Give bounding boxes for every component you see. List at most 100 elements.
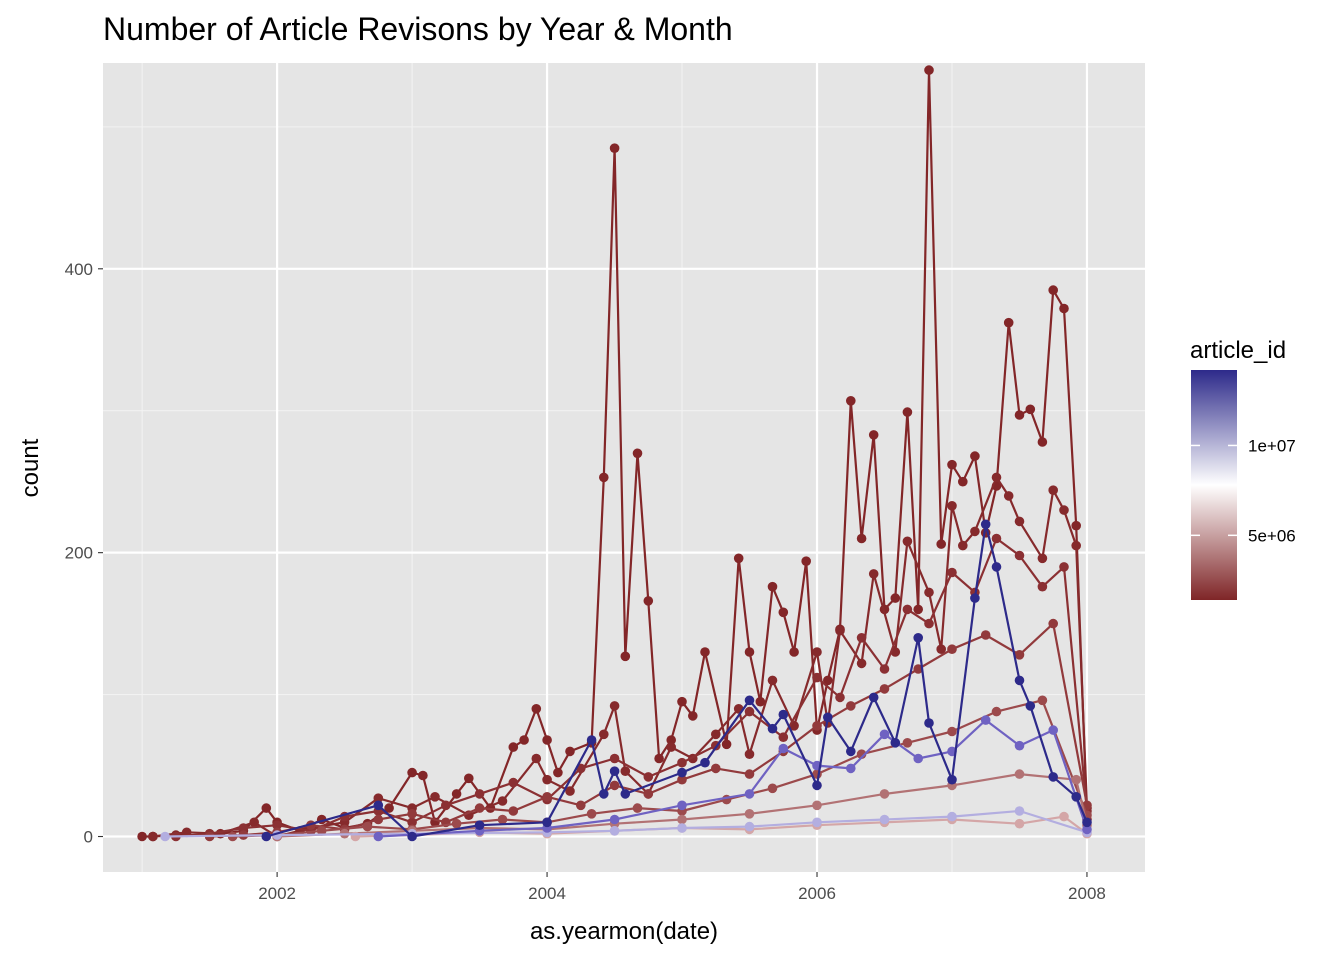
data-point: [812, 817, 822, 828]
data-point: [868, 430, 879, 440]
data-point: [1059, 505, 1069, 515]
data-point: [767, 581, 778, 592]
data-point: [1059, 303, 1069, 314]
data-point: [677, 823, 687, 833]
data-point: [947, 567, 957, 578]
data-point: [812, 672, 822, 683]
series-layer: [137, 65, 1092, 842]
data-point: [1014, 740, 1025, 751]
data-point: [1048, 725, 1058, 735]
data-point: [936, 644, 946, 654]
data-point: [700, 647, 710, 657]
data-point: [755, 696, 766, 707]
data-point: [913, 664, 923, 674]
data-point: [991, 706, 1002, 717]
data-point: [565, 746, 575, 757]
series-line: [277, 772, 1089, 838]
data-point: [744, 647, 755, 657]
legend-break-label: 5e+06: [1248, 526, 1296, 545]
data-point: [868, 569, 879, 579]
data-point: [576, 800, 586, 811]
data-point: [609, 753, 620, 764]
data-point: [261, 803, 272, 813]
x-tick-label: 2006: [798, 884, 836, 903]
series-group: [204, 618, 1092, 842]
data-point: [1059, 811, 1069, 822]
data-point: [643, 596, 654, 606]
data-point: [497, 814, 508, 825]
data-point: [721, 739, 732, 750]
data-point: [1014, 650, 1025, 660]
data-point: [677, 767, 687, 778]
data-point: [430, 792, 440, 802]
data-point: [609, 766, 620, 776]
data-point: [599, 472, 609, 483]
data-point: [609, 780, 620, 791]
data-point: [542, 817, 552, 828]
data-point: [609, 701, 620, 711]
data-point: [1048, 485, 1058, 496]
data-point: [890, 738, 901, 748]
data-point: [767, 723, 778, 734]
data-point: [913, 604, 923, 615]
data-point: [441, 800, 451, 811]
data-point: [474, 803, 485, 813]
data-point: [947, 726, 957, 737]
data-point: [846, 396, 856, 406]
data-point: [464, 773, 474, 784]
data-point: [879, 664, 890, 674]
data-point: [846, 746, 856, 757]
data-point: [316, 826, 327, 836]
data-point: [856, 633, 867, 643]
data-point: [599, 729, 609, 740]
legend: article_id 1e+07 5e+06: [1190, 337, 1296, 600]
data-point: [991, 472, 1002, 483]
data-point: [879, 729, 890, 740]
data-point: [677, 800, 687, 811]
data-point: [947, 811, 957, 822]
data-point: [1037, 437, 1048, 447]
data-point: [767, 675, 778, 686]
data-point: [947, 774, 957, 785]
data-point: [778, 607, 789, 618]
legend-colorbar: [1191, 370, 1237, 600]
data-point: [778, 732, 789, 742]
series-group: [160, 806, 1092, 842]
y-axis-title: count: [17, 438, 44, 497]
series-group: [261, 519, 1092, 842]
data-point: [936, 539, 946, 549]
data-point: [924, 65, 934, 75]
data-point: [1025, 404, 1036, 415]
data-point: [677, 757, 687, 768]
data-point: [407, 809, 417, 819]
data-point: [812, 721, 822, 731]
data-point: [744, 706, 755, 717]
x-tick-label: 2004: [528, 884, 566, 903]
data-point: [812, 780, 822, 791]
data-point: [677, 696, 687, 707]
data-point: [970, 526, 980, 537]
data-point: [384, 803, 394, 813]
data-point: [744, 821, 755, 832]
data-point: [947, 501, 957, 511]
data-point: [599, 789, 609, 799]
data-point: [744, 749, 755, 759]
data-point: [958, 476, 968, 487]
data-point: [373, 800, 384, 811]
data-point: [474, 820, 485, 830]
series-line: [165, 809, 1088, 838]
data-point: [980, 715, 991, 725]
data-point: [902, 604, 913, 615]
data-point: [711, 763, 721, 774]
data-point: [879, 684, 890, 694]
data-point: [980, 630, 991, 640]
data-point: [508, 777, 519, 788]
data-point: [609, 826, 620, 836]
data-point: [1048, 772, 1058, 782]
axis-ticks: 2002 2004 2006 2008 0 200 400: [65, 260, 1106, 903]
data-point: [148, 831, 158, 842]
x-tick-label: 2008: [1068, 884, 1106, 903]
data-point: [542, 792, 552, 802]
data-point: [632, 803, 643, 813]
